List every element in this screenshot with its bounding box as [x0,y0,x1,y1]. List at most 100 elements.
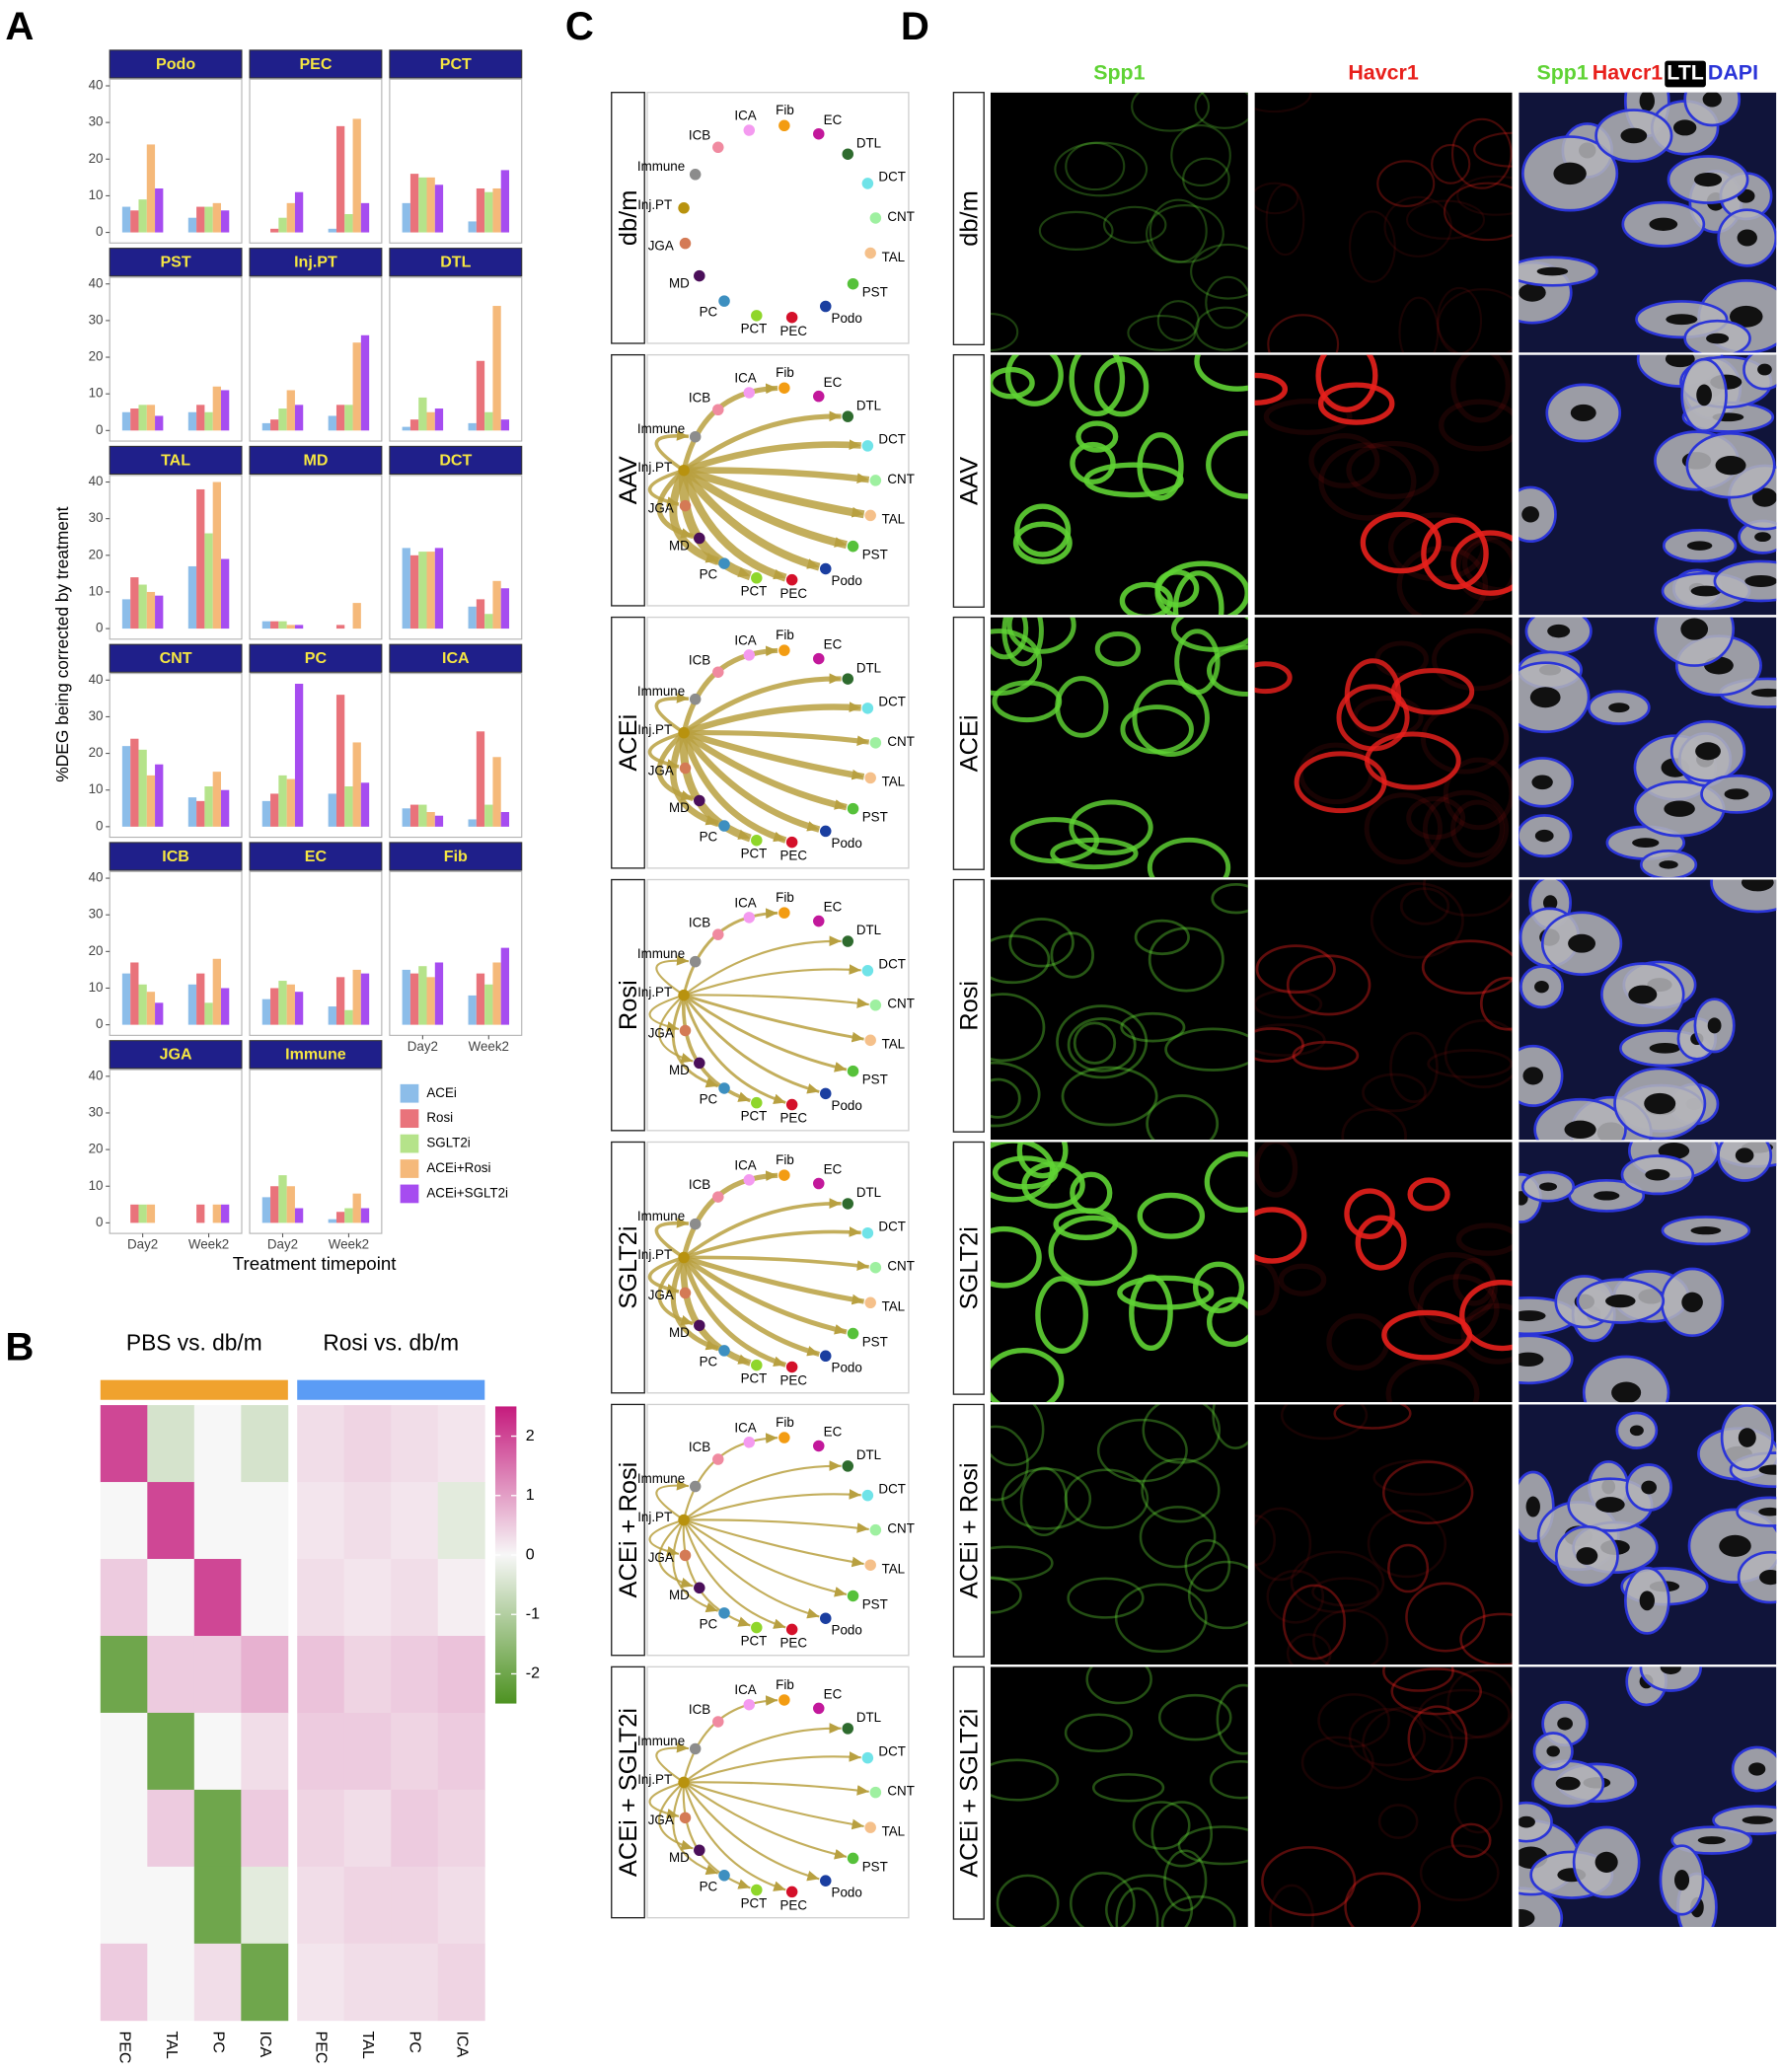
node [678,989,690,1001]
node-label: DCT [878,695,906,709]
node [869,999,882,1011]
bar [187,984,197,1025]
node-label: Immune [637,946,685,961]
edge [656,730,695,802]
edge [683,1723,842,1784]
bar [468,819,477,827]
row-label-box [611,1403,645,1657]
node [689,1742,702,1755]
micrograph-texture [1702,92,1722,108]
node [842,1198,854,1210]
micrograph-texture [1690,1226,1722,1235]
node [842,673,854,685]
bar [352,742,361,827]
bar [500,419,510,431]
bar [138,199,147,233]
node [778,119,790,132]
node [718,1870,730,1882]
legend-swatch [400,1184,419,1204]
row-label: ACEi + Rosi [615,1462,642,1598]
node [694,1319,705,1332]
micrograph-texture [1459,1280,1513,1352]
bar [328,1219,336,1223]
heatmap-cell [193,1789,242,1868]
node-label: Podo [832,1361,862,1375]
micrograph-texture [1209,1759,1248,1800]
micrograph-texture [1292,1040,1360,1071]
node-label: Immune [637,1471,685,1486]
bar [196,405,205,431]
micrograph-texture [1446,1668,1513,1739]
bar [335,695,345,827]
micrograph-texture [996,1874,1060,1928]
node [678,202,690,214]
facet-title: Fib [444,848,468,865]
node-label: PC [700,830,718,845]
facet-strip [109,842,243,871]
micrograph-texture [1348,1708,1426,1767]
bar [138,749,147,827]
node-label: TAL [882,1037,906,1052]
node [820,1875,832,1887]
heatmap-cell [241,1789,289,1868]
micrograph-texture [1450,354,1512,423]
bar [278,775,287,827]
bar [352,969,361,1025]
bar [335,405,345,431]
bar [121,206,131,233]
bar [426,411,435,431]
micrograph-texture [1083,462,1184,498]
node [778,1169,790,1181]
colorbar-label: -2 [526,1665,540,1682]
node [869,1786,882,1799]
micrograph [990,92,1248,353]
node-label: MD [669,1325,690,1340]
micrograph-texture [1085,1666,1152,1705]
facet-strip [249,842,383,871]
node-label: Inj.PT [637,985,672,999]
micrograph-texture [990,366,1035,400]
node [820,1087,832,1100]
node [712,928,724,940]
micrograph-texture [1387,512,1487,582]
bar [360,334,370,431]
node-label: DCT [878,170,906,185]
node [718,820,730,832]
micrograph-texture [1286,954,1371,1016]
y-tick-label: 20 [89,349,104,364]
edge [654,430,690,473]
bar [500,947,510,1025]
bar [434,548,444,629]
edge [683,729,865,780]
legend-swatch [400,1159,419,1178]
bar [344,1009,353,1025]
micrograph-texture [1096,1418,1188,1483]
node-label: PCT [741,1895,768,1910]
micrograph-texture [1639,1591,1656,1611]
node [679,1549,692,1562]
node [864,509,876,522]
node [864,1821,876,1833]
x-tick-label: Day2 [267,1237,298,1252]
bar [434,815,444,827]
edge [682,466,865,519]
merge-header: Havcr1 [1593,61,1664,85]
edge [683,1518,864,1568]
micrograph-texture [1738,1428,1756,1447]
bar [220,558,230,629]
bar [130,210,139,233]
facet-title: PC [305,649,328,667]
micrograph-texture [1192,1261,1245,1314]
node [820,1612,832,1624]
edge [684,1255,869,1271]
node-label: DTL [856,923,881,937]
bar [270,793,279,827]
bar [130,1204,139,1223]
micrograph-texture [1134,919,1190,956]
node-label: PC [700,1616,718,1631]
facet-strip [109,1040,243,1070]
micrograph-texture [1182,157,1230,200]
heatmap-cell [297,1943,345,2022]
panel-letter: B [5,1324,34,1369]
node [778,1432,790,1443]
